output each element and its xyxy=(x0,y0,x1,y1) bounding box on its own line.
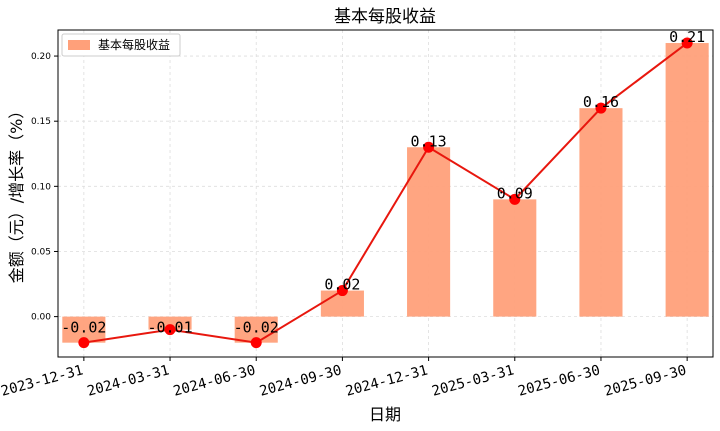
x-tick-label: 2024-06-30 xyxy=(172,362,258,399)
line-point xyxy=(251,337,262,348)
line-point xyxy=(78,337,89,348)
y-tick-label: 0.15 xyxy=(31,117,51,127)
x-tick-label: 2025-09-30 xyxy=(603,362,689,399)
data-label: 0.21 xyxy=(669,28,705,46)
bar xyxy=(493,199,536,316)
x-axis: 2023-12-31 2024-03-31 2024-06-30 2024-09-30… xyxy=(0,357,688,400)
chart-title: 基本每股收益 xyxy=(334,7,436,27)
data-label: -0.02 xyxy=(61,319,106,337)
data-label: -0.01 xyxy=(147,319,192,337)
legend-swatch xyxy=(68,40,90,50)
data-label: 0.02 xyxy=(324,276,360,294)
bar-series xyxy=(62,43,708,343)
y-tick-label: 0.20 xyxy=(31,52,51,62)
y-tick-label: 0.10 xyxy=(31,182,51,192)
y-axis-label: 金额（元）/增长率（%） xyxy=(7,103,26,284)
y-tick-label: 0.00 xyxy=(31,313,51,323)
data-label: 0.16 xyxy=(583,93,619,111)
data-label: 0.09 xyxy=(497,184,533,202)
x-tick-label: 2025-03-31 xyxy=(430,362,516,399)
legend-label: 基本每股收益 xyxy=(98,37,170,52)
data-label: -0.02 xyxy=(234,319,279,337)
bar xyxy=(579,108,622,316)
y-tick-label: 0.05 xyxy=(31,247,51,257)
x-tick-label: 2024-09-30 xyxy=(258,362,344,399)
data-label: 0.13 xyxy=(411,132,447,150)
legend: 基本每股收益 xyxy=(62,34,180,56)
bar xyxy=(666,43,709,317)
x-tick-label: 2024-03-31 xyxy=(86,362,172,399)
x-tick-label: 2025-06-30 xyxy=(516,362,602,399)
x-tick-label: 2023-12-31 xyxy=(0,362,85,399)
y-axis: 0.00 0.05 0.10 0.15 0.20 xyxy=(31,52,58,323)
x-tick-label: 2024-12-31 xyxy=(344,362,430,399)
x-axis-label: 日期 xyxy=(369,405,401,424)
